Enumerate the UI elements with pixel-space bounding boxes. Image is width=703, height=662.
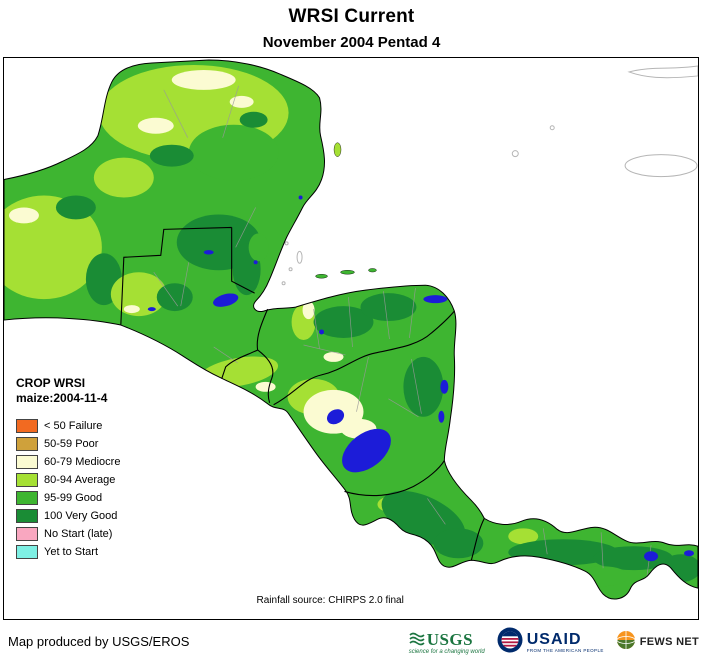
legend-item: 95-99 Good: [16, 489, 166, 507]
usaid-logo: USAID FROM THE AMERICAN PEOPLE: [497, 627, 604, 658]
legend-label: 100 Very Good: [44, 510, 118, 522]
legend-label: < 50 Failure: [44, 420, 103, 432]
usgs-logo-text: USGS: [426, 630, 474, 649]
fewsnet-globe-icon: [616, 630, 636, 655]
fewsnet-logo: FEWS NET: [616, 630, 699, 655]
legend-label: Yet to Start: [44, 546, 99, 558]
legend-swatch: [16, 527, 38, 541]
legend-label: 95-99 Good: [44, 492, 103, 504]
central-america-map: [4, 59, 698, 600]
legend-swatch: [16, 437, 38, 451]
legend-label: 60-79 Mediocre: [44, 456, 121, 468]
usaid-emblem-icon: [497, 627, 523, 658]
map-legend: CROP WRSI maize:2004-11-4 < 50 Failure 50…: [16, 376, 166, 561]
legend-item: 60-79 Mediocre: [16, 453, 166, 471]
legend-item: < 50 Failure: [16, 417, 166, 435]
legend-item: 80-94 Average: [16, 471, 166, 489]
legend-swatch: [16, 473, 38, 487]
legend-swatch: [16, 491, 38, 505]
usaid-tagline: FROM THE AMERICAN PEOPLE: [526, 647, 604, 653]
legend-item: Yet to Start: [16, 543, 166, 561]
footer: Map produced by USGS/EROS USGS science f…: [0, 622, 703, 662]
rainfall-source-note: Rainfall source: CHIRPS 2.0 final: [256, 595, 404, 606]
legend-crop-date: maize:2004-11-4: [16, 391, 108, 405]
fewsnet-logo-text: FEWS NET: [639, 636, 699, 648]
map-credit: Map produced by USGS/EROS: [8, 634, 190, 649]
legend-item: 100 Very Good: [16, 507, 166, 525]
usgs-tagline: science for a changing world: [408, 648, 485, 655]
logo-strip: USGS science for a changing world: [409, 625, 699, 659]
legend-item: 50-59 Poor: [16, 435, 166, 453]
legend-label: 50-59 Poor: [44, 438, 99, 450]
legend-swatch: [16, 419, 38, 433]
legend-label: 80-94 Average: [44, 474, 116, 486]
usgs-logo: USGS science for a changing world: [409, 630, 485, 655]
legend-swatch: [16, 455, 38, 469]
map-title: WRSI Current: [288, 6, 415, 27]
map-canvas: CROP WRSI maize:2004-11-4 < 50 Failure 50…: [3, 57, 699, 620]
legend-title: CROP WRSI: [16, 376, 86, 390]
usaid-logo-text: USAID: [526, 630, 582, 648]
usgs-wave-icon: [409, 630, 425, 651]
legend-label: No Start (late): [44, 528, 113, 540]
map-subtitle: November 2004 Pentad 4: [262, 34, 441, 51]
legend-items: < 50 Failure 50-59 Poor 60-79 Mediocre 80-9…: [16, 417, 166, 561]
legend-item: No Start (late): [16, 525, 166, 543]
legend-swatch: [16, 545, 38, 559]
legend-swatch: [16, 509, 38, 523]
